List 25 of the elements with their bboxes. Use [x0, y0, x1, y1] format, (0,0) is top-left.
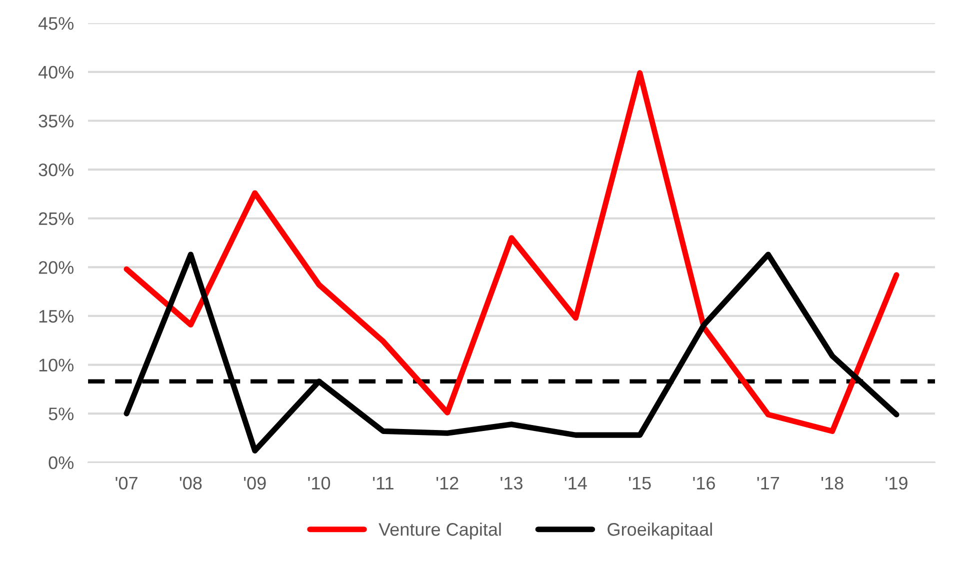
- y-tick-label: 30%: [38, 163, 74, 176]
- y-tick-label: 0%: [48, 456, 74, 470]
- y-tick-label: 15%: [39, 310, 74, 323]
- x-tick-label: '13: [500, 476, 522, 490]
- x-tick-label: '19: [886, 476, 908, 490]
- legend-label: Venture Capital: [378, 522, 501, 540]
- y-tick-label: 25%: [38, 212, 74, 226]
- x-tick-label: '18: [821, 476, 844, 490]
- legend-label: Groeikapitaal: [608, 522, 712, 540]
- x-tick-label: '12: [436, 476, 458, 490]
- x-tick-label: '10: [308, 476, 330, 490]
- x-tick-label: '15: [628, 476, 651, 490]
- x-tick-label: '09: [244, 476, 266, 490]
- x-tick-label: '16: [693, 476, 715, 490]
- x-tick-label: '08: [180, 476, 202, 490]
- y-tick-label: 40%: [38, 66, 74, 79]
- y-tick-label: 5%: [48, 408, 74, 420]
- y-tick-label: 10%: [39, 358, 74, 372]
- y-tick-label: 45%: [38, 17, 74, 30]
- x-tick-label: '14: [564, 476, 587, 490]
- y-tick-label: 35%: [38, 114, 74, 128]
- x-tick-label: '07: [116, 476, 138, 490]
- y-tick-label: 20%: [38, 261, 74, 274]
- x-tick-label: '11: [373, 476, 394, 490]
- x-tick-label: '17: [757, 476, 780, 490]
